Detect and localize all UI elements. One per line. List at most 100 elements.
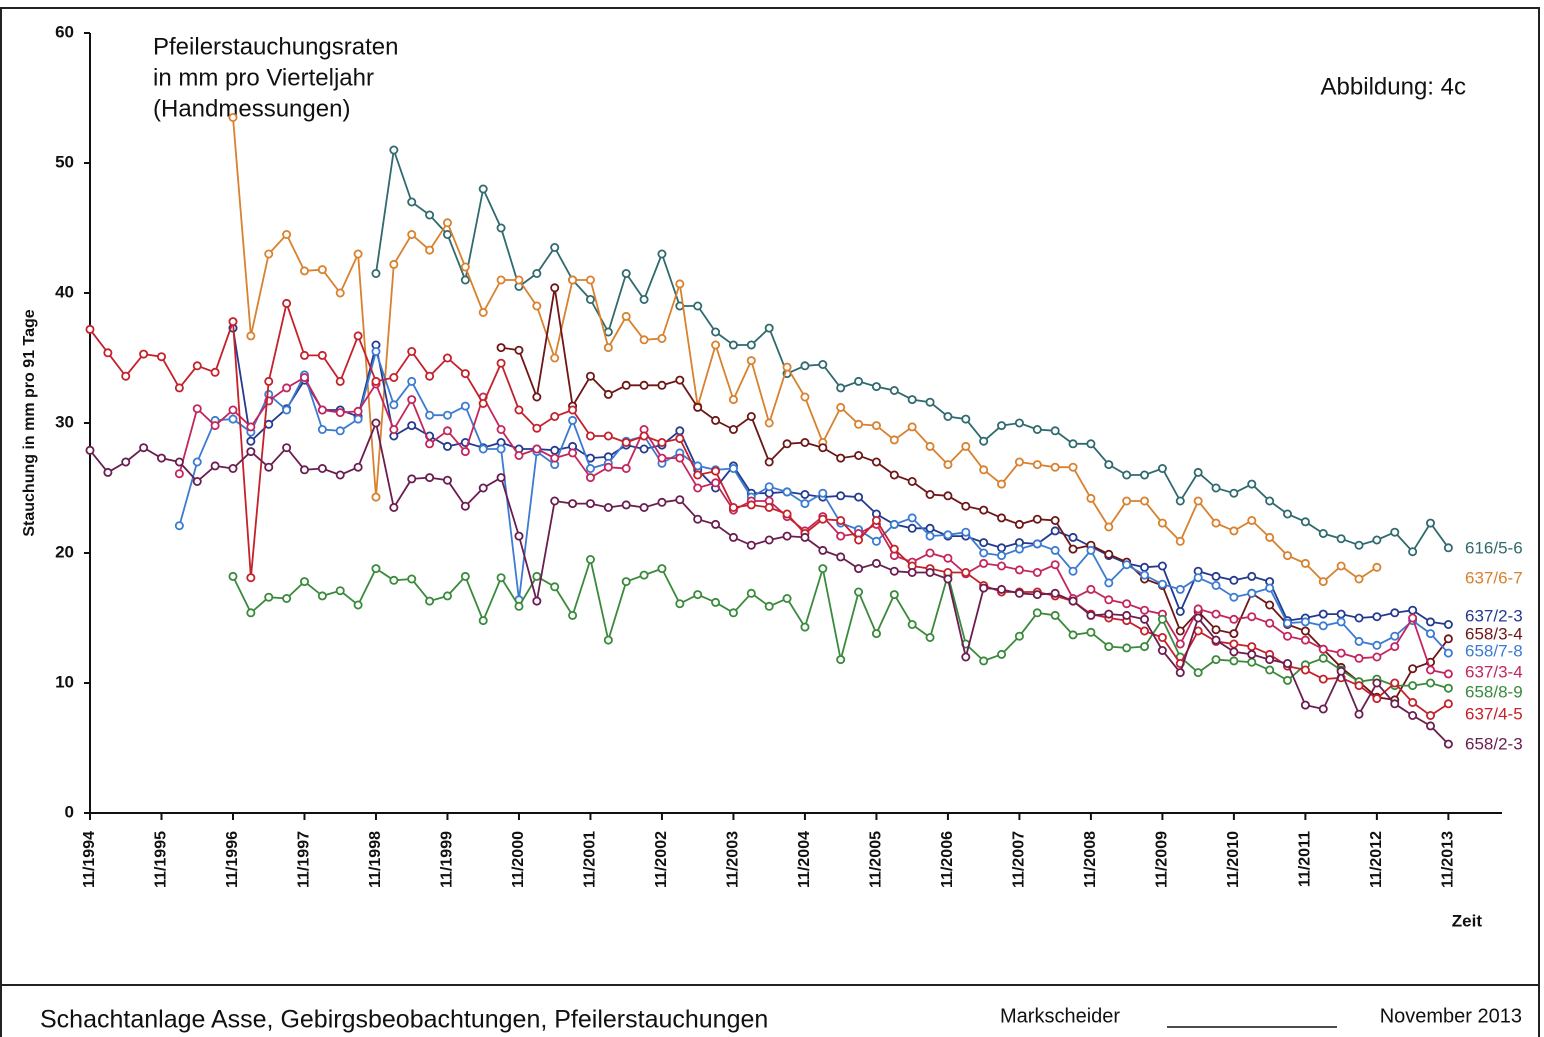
data-point (585, 371, 595, 381)
data-point (1443, 669, 1453, 679)
data-point (1068, 566, 1078, 576)
data-point (1443, 634, 1453, 644)
title-line: in mm pro Vierteljahr (153, 64, 374, 91)
data-point (1175, 536, 1185, 546)
data-point (282, 405, 292, 415)
x-tick-label: 11/1999 (439, 831, 456, 888)
data-point (1390, 642, 1400, 652)
data-point (693, 470, 703, 480)
data-point (1443, 683, 1453, 693)
data-point (1211, 609, 1221, 619)
data-point (85, 324, 95, 334)
y-axis-label: Stauchung in mm pro 91 Tage (21, 309, 38, 536)
data-point (442, 229, 452, 239)
title-line: Pfeilerstauchungsraten (153, 33, 398, 60)
data-point (1247, 516, 1257, 526)
data-point (979, 465, 989, 475)
data-point (1086, 439, 1096, 449)
data-point (854, 376, 864, 386)
data-point (353, 406, 363, 416)
data-point (585, 431, 595, 441)
data-point (389, 575, 399, 585)
data-point (1372, 694, 1382, 704)
data-point (156, 453, 166, 463)
data-point (979, 436, 989, 446)
data-point (1283, 675, 1293, 685)
data-point (1157, 633, 1167, 643)
data-point (568, 610, 578, 620)
data-point (1032, 590, 1042, 600)
data-point (1300, 617, 1310, 627)
data-point (1157, 518, 1167, 528)
data-point (782, 487, 792, 497)
data-point (854, 492, 864, 502)
data-point (1122, 470, 1132, 480)
data-point (585, 473, 595, 483)
frame (0, 7, 1540, 1037)
x-tick-label: 11/2004 (796, 831, 813, 888)
data-point (1247, 479, 1257, 489)
data-point (585, 294, 595, 304)
data-point (299, 350, 309, 360)
series-line (178, 348, 1450, 654)
data-point (1408, 613, 1418, 623)
data-point (818, 488, 828, 498)
data-point (1283, 631, 1293, 641)
data-point (496, 424, 506, 434)
data-point (192, 476, 202, 486)
data-point (460, 447, 470, 457)
data-point (317, 405, 327, 415)
data-point (192, 457, 202, 467)
data-point (1104, 595, 1114, 605)
data-point (425, 245, 435, 255)
data-point (442, 410, 452, 420)
data-point (264, 249, 274, 259)
data-point (1372, 612, 1382, 622)
y-tick-label: 0 (65, 802, 74, 821)
data-point (1372, 562, 1382, 572)
data-point (1265, 496, 1275, 506)
data-point (818, 514, 828, 524)
data-point (282, 383, 292, 393)
data-point (103, 467, 113, 477)
data-point (353, 600, 363, 610)
data-point (1175, 639, 1185, 649)
data-point (442, 426, 452, 436)
data-point (550, 496, 560, 506)
data-point (478, 483, 488, 493)
data-point (639, 431, 649, 441)
data-point (961, 652, 971, 662)
data-point (1032, 568, 1042, 578)
data-point (1443, 699, 1453, 709)
data-point (1140, 570, 1150, 580)
data-point (246, 608, 256, 618)
data-point (728, 340, 738, 350)
data-point (907, 523, 917, 533)
y-tick-label: 30 (55, 412, 74, 431)
data-point (442, 441, 452, 451)
data-point (1140, 562, 1150, 572)
data-point (1193, 613, 1203, 623)
data-point (675, 434, 685, 444)
data-point (1318, 653, 1328, 663)
data-point (943, 411, 953, 421)
data-point (603, 431, 613, 441)
data-point (264, 462, 274, 472)
x-tick-label: 11/2013 (1440, 831, 1457, 888)
data-point (997, 561, 1007, 571)
data-point (478, 307, 488, 317)
x-tick-label: 11/2001 (582, 831, 599, 888)
data-point (711, 327, 721, 337)
data-point (1283, 509, 1293, 519)
series-line (375, 149, 1450, 554)
data-point (1014, 544, 1024, 554)
data-point (836, 383, 846, 393)
data-point (925, 523, 935, 533)
data-point (514, 450, 524, 460)
series-line (89, 419, 1450, 745)
data-point (1318, 621, 1328, 631)
data-point (1390, 699, 1400, 709)
data-point (621, 500, 631, 510)
x-tick-label: 11/2005 (868, 831, 885, 888)
data-point (675, 453, 685, 463)
